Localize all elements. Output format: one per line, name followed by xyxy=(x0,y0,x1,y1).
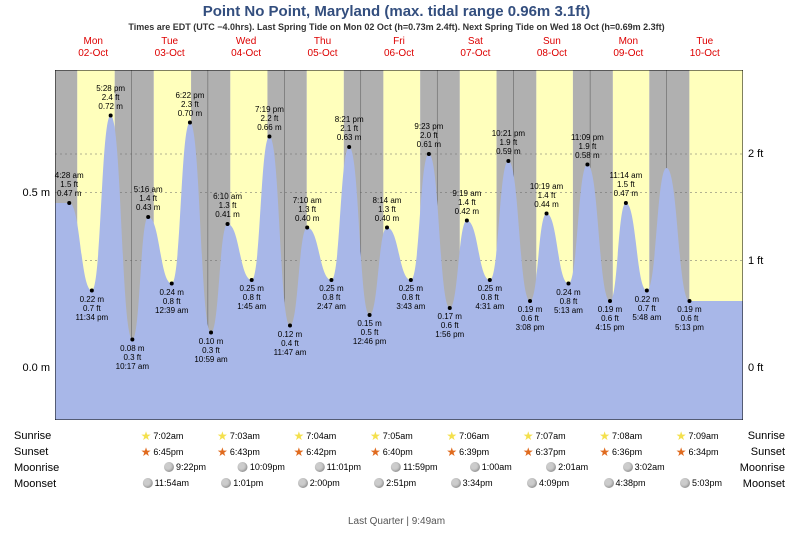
tide-point-label: 0.24 m0.8 ft12:39 am xyxy=(155,288,188,315)
y-tick-left: 0.5 m xyxy=(22,187,50,199)
tide-point-label: 0.24 m0.8 ft5:13 am xyxy=(554,288,583,315)
tide-point-label: 5:28 pm2.4 ft0.72 m xyxy=(96,84,125,111)
tide-point-label: 0.10 m0.3 ft10:59 am xyxy=(194,337,227,364)
sunrow-label-left: Moonrise xyxy=(14,462,59,474)
sunrise-cell: ★7:07am xyxy=(523,430,566,442)
moonrise-cell: 11:59pm xyxy=(391,462,437,472)
y-tick-right: 2 ft xyxy=(748,148,763,160)
day-header: Mon02-Oct xyxy=(55,36,131,60)
moonset-cell: 5:03pm xyxy=(680,478,722,488)
tide-point-label: 0.17 m0.6 ft1:56 pm xyxy=(435,312,464,339)
sunrise-cell: ★7:09am xyxy=(676,430,719,442)
sunset-cell: ★6:36pm xyxy=(599,446,642,458)
moonset-cell: 1:01pm xyxy=(221,478,263,488)
y-tick-right: 1 ft xyxy=(748,255,763,267)
sunrise-cell: ★7:08am xyxy=(599,430,642,442)
tide-point-label: 0.15 m0.5 ft12:46 pm xyxy=(353,319,386,346)
chart-subtitle: Times are EDT (UTC −4.0hrs). Last Spring… xyxy=(0,22,793,32)
moonrise-cell: 3:02am xyxy=(623,462,665,472)
sunset-cell: ★6:37pm xyxy=(523,446,566,458)
sunset-cell: ★6:45pm xyxy=(141,446,184,458)
tide-point-label: 7:10 am1.3 ft0.40 m xyxy=(293,196,322,223)
moonset-cell: 3:34pm xyxy=(451,478,493,488)
moonset-cell: 4:38pm xyxy=(603,478,645,488)
tide-point-label: 9:23 pm2.0 ft0.61 m xyxy=(414,122,443,149)
day-header: Sat07-Oct xyxy=(437,36,513,60)
tide-point-label: 0.22 m0.7 ft11:34 pm xyxy=(75,295,108,322)
y-tick-left: 0.0 m xyxy=(22,362,50,374)
sunset-cell: ★6:42pm xyxy=(294,446,337,458)
tide-point-label: 7:19 pm2.2 ft0.66 m xyxy=(255,105,284,132)
moonrise-cell: 11:01pm xyxy=(315,462,361,472)
sunrise-cell: ★7:04am xyxy=(294,430,337,442)
moonrise-cell: 2:01am xyxy=(546,462,588,472)
day-header: Wed04-Oct xyxy=(208,36,284,60)
sunrise-cell: ★7:05am xyxy=(370,430,413,442)
moonrise-cell: 10:09pm xyxy=(238,462,285,472)
moonset-cell: 2:00pm xyxy=(298,478,340,488)
tide-point-label: 0.25 m0.8 ft1:45 am xyxy=(237,284,266,311)
tide-point-label: 0.19 m0.6 ft3:08 pm xyxy=(516,305,545,332)
tide-point-label: 0.22 m0.7 ft5:48 am xyxy=(632,295,661,322)
sunrow-label-left: Sunset xyxy=(14,446,48,458)
tide-point-label: 8:14 am1.3 ft0.40 m xyxy=(373,196,402,223)
tide-point-label: 0.25 m0.8 ft2:47 am xyxy=(317,284,346,311)
tide-point-label: 0.12 m0.4 ft11:47 am xyxy=(274,330,307,357)
tide-point-label: 0.19 m0.6 ft5:13 pm xyxy=(675,305,704,332)
chart-title: Point No Point, Maryland (max. tidal ran… xyxy=(0,3,793,20)
tide-point-label: 6:10 am1.3 ft0.41 m xyxy=(213,192,242,219)
tide-chart: Point No Point, Maryland (max. tidal ran… xyxy=(0,0,793,539)
day-header: Sun08-Oct xyxy=(514,36,590,60)
moonrise-cell: 9:22pm xyxy=(164,462,206,472)
sunrow-label-left: Sunrise xyxy=(14,430,51,442)
sunrise-cell: ★7:02am xyxy=(141,430,184,442)
tide-point-label: 0.08 m0.3 ft10:17 am xyxy=(116,344,149,371)
day-header: Tue10-Oct xyxy=(667,36,743,60)
sunset-cell: ★6:43pm xyxy=(217,446,260,458)
tide-point-label: 4:28 am1.5 ft0.47 m xyxy=(55,171,84,198)
moonrise-cell: 1:00am xyxy=(470,462,512,472)
tide-point-label: 0.19 m0.6 ft4:15 pm xyxy=(596,305,625,332)
moon-phase-note: Last Quarter | 9:49am xyxy=(0,516,793,527)
tide-point-label: 0.25 m0.8 ft3:43 am xyxy=(396,284,425,311)
day-header: Tue03-Oct xyxy=(131,36,207,60)
sunrow-label-right: Moonset xyxy=(743,478,785,490)
sunrise-cell: ★7:06am xyxy=(446,430,489,442)
sunrow-label-right: Moonrise xyxy=(740,462,785,474)
moonset-cell: 2:51pm xyxy=(374,478,416,488)
y-tick-right: 0 ft xyxy=(748,362,763,374)
plot-area xyxy=(55,70,743,420)
tide-point-label: 0.25 m0.8 ft4:31 am xyxy=(475,284,504,311)
day-header: Mon09-Oct xyxy=(590,36,666,60)
day-header: Fri06-Oct xyxy=(361,36,437,60)
tide-point-label: 8:21 pm2.1 ft0.63 m xyxy=(335,115,364,142)
tide-point-label: 9:19 am1.4 ft0.42 m xyxy=(452,189,481,216)
sunrow-label-right: Sunset xyxy=(751,446,785,458)
tide-point-label: 10:21 pm1.9 ft0.59 m xyxy=(492,129,525,156)
sunrow-label-left: Moonset xyxy=(14,478,56,490)
sunrow-label-right: Sunrise xyxy=(748,430,785,442)
sunset-cell: ★6:39pm xyxy=(446,446,489,458)
sunset-cell: ★6:34pm xyxy=(676,446,719,458)
tide-point-label: 10:19 am1.4 ft0.44 m xyxy=(530,182,563,209)
day-header: Thu05-Oct xyxy=(284,36,360,60)
tide-point-label: 11:14 am1.5 ft0.47 m xyxy=(609,171,642,198)
sunset-cell: ★6:40pm xyxy=(370,446,413,458)
moonset-cell: 4:09pm xyxy=(527,478,569,488)
tide-point-label: 5:16 am1.4 ft0.43 m xyxy=(134,185,163,212)
tide-point-label: 6:22 pm2.3 ft0.70 m xyxy=(175,91,204,118)
moonset-cell: 11:54am xyxy=(143,478,189,488)
tide-point-label: 11:09 pm1.9 ft0.58 m xyxy=(571,133,604,160)
sunrise-cell: ★7:03am xyxy=(217,430,260,442)
